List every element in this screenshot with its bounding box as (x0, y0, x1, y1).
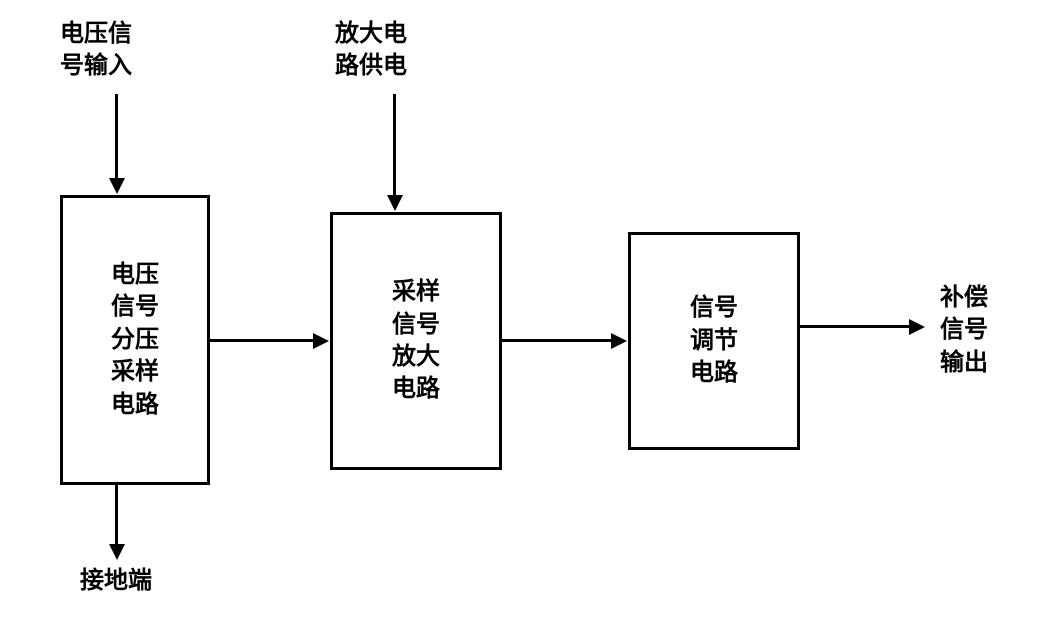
arrow-b2b3-head (611, 333, 627, 349)
box-amplifier: 采样 信号 放大 电路 (330, 212, 502, 470)
box3-text: 信号 调节 电路 (690, 292, 738, 389)
arrow-b2b3-line (502, 339, 612, 342)
arrow-ground-head (109, 544, 125, 560)
arrow-ground-line (115, 485, 118, 545)
arrow-power-line (393, 94, 396, 197)
output-label: 补偿 信号 输出 (940, 282, 988, 379)
box1-text: 电压 信号 分压 采样 电路 (111, 259, 159, 421)
arrow-input-line (115, 94, 118, 180)
arrow-input-head (109, 178, 125, 194)
arrow-b1b2-line (210, 339, 314, 342)
input-label: 电压信 号输入 (60, 18, 132, 83)
arrow-b1b2-head (313, 333, 329, 349)
arrow-output-head (909, 319, 925, 335)
ground-label: 接地端 (80, 565, 152, 597)
arrow-power-head (387, 195, 403, 211)
box2-text: 采样 信号 放大 电路 (392, 276, 440, 406)
box-voltage-sampling: 电压 信号 分压 采样 电路 (60, 195, 210, 485)
arrow-output-line (800, 325, 910, 328)
box-regulator: 信号 调节 电路 (628, 232, 800, 450)
power-label: 放大电 路供电 (335, 18, 407, 83)
